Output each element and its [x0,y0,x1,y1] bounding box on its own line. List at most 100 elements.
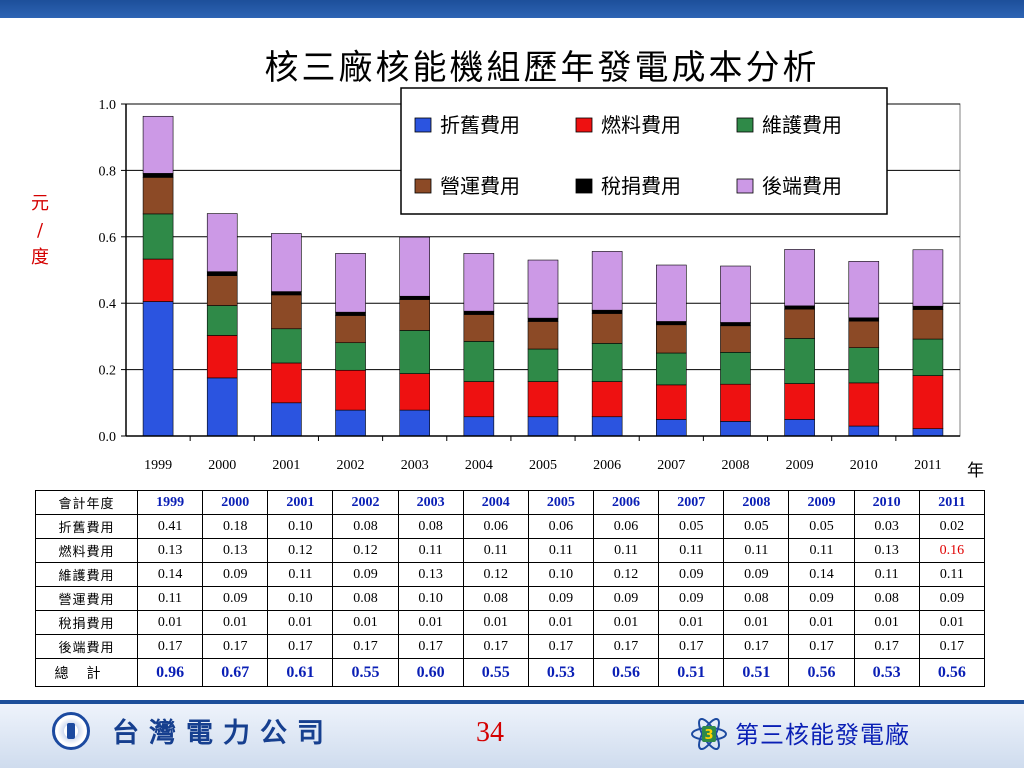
bar-segment-2000-0 [206,377,238,437]
table-row-label: 折舊費用 [35,514,138,539]
table-cell: 0.06 [527,514,594,539]
table-cell: 0.12 [332,538,399,563]
table-total-label: 總計 [35,658,138,687]
table-row-label: 營運費用 [35,586,138,611]
bar-segment-2004-0 [463,416,495,437]
bar-segment-2007-0 [656,419,687,437]
table-cell: 0.01 [136,610,204,635]
bar-segment-2006-0 [591,416,623,437]
table-row: 營運費用 0.11 0.09 0.10 0.08 0.10 0.08 0.09 0.09 0.09… [35,586,986,611]
x-tick-label: 2003 [401,458,429,473]
table-cell: 0.10 [527,562,594,587]
table-total-cell: 0.96 [136,658,204,687]
bar-segment-2008-5 [720,265,751,323]
table-total-cell: 0.55 [332,658,399,687]
table-cell: 0.16 [918,538,986,563]
bar-segment-2011-2 [912,338,944,376]
table-cell: 0.05 [788,514,855,539]
table-row-label: 後端費用 [35,634,138,659]
table-total-cell: 0.51 [658,658,725,687]
x-tick-label: 2007 [657,458,685,473]
table-cell: 0.05 [658,514,725,539]
bar-segment-2001-1 [271,362,302,404]
table-cell: 0.17 [267,634,334,659]
cost-table: 會計年度 1999 2000 2001 2002 2003 2004 2005 2006 2007… [35,490,986,687]
y-axis-label-char: 元 [31,193,49,214]
x-tick-label: 2004 [465,458,493,473]
legend-box [400,87,888,215]
y-axis-label: 元 / 度 [28,190,52,271]
table-header-label: 會計年度 [35,490,138,515]
bar-segment-2001-0 [271,402,302,437]
table-cell: 0.17 [918,634,986,659]
company-name: 台灣電力公司 [112,718,334,749]
table-cell: 0.01 [462,610,529,635]
table-row: 維護費用 0.14 0.09 0.11 0.09 0.13 0.12 0.10 0.12 0.09… [35,562,986,587]
table-year-header: 2004 [462,490,529,515]
table-year-header: 2002 [332,490,399,515]
bar-segment-2008-4 [720,322,751,327]
bar-segment-2009-2 [784,338,815,384]
table-row-label: 稅捐費用 [35,610,138,635]
bar-segment-2000-2 [206,305,238,336]
bar-segment-2004-2 [463,341,495,382]
table-cell: 0.17 [332,634,399,659]
x-tick-label: 2001 [272,458,300,473]
y-axis-label-char: / [36,220,44,241]
bar-segment-2000-5 [206,213,238,272]
bar-segment-2003-1 [399,373,430,411]
legend-label: 營運費用 [440,174,520,198]
table-cell: 0.17 [462,634,529,659]
bar-segment-2006-4 [591,309,623,314]
table-cell: 0.09 [658,562,725,587]
bar-segment-2008-0 [720,421,751,437]
table-cell: 0.06 [462,514,529,539]
x-tick-label: 1999 [144,458,172,473]
bar-segment-2003-2 [399,330,430,374]
table-year-header: 2009 [788,490,855,515]
table-cell: 0.41 [136,514,204,539]
table-cell: 0.12 [462,562,529,587]
bar-segment-2000-3 [206,275,238,306]
bar-segment-2009-5 [784,249,815,307]
legend-label: 維護費用 [762,113,842,137]
bar-segment-2007-2 [656,352,687,386]
bar-segment-2010-1 [848,382,880,427]
bar-segment-2003-5 [399,236,430,297]
table-cell: 0.01 [527,610,594,635]
table-cell: 0.09 [658,586,725,611]
bar-segment-2010-0 [848,425,880,437]
table-cell: 0.09 [918,586,986,611]
legend-label: 後端費用 [762,174,842,198]
bar-segment-1999-1 [142,258,174,302]
bar-segment-2007-3 [656,324,687,354]
table-year-header: 2001 [267,490,334,515]
stacked-bar-chart: 0.0 0.2 0.4 0.6 0.8 1.0 1999 2000 2001 2002 2003 20… [99,87,961,473]
table-cell: 0.17 [853,634,920,659]
table-cell: 0.11 [592,538,660,563]
bar-segment-2001-2 [271,328,302,364]
table-cell: 0.11 [462,538,529,563]
table-cell: 0.17 [136,634,204,659]
table-cell: 0.05 [723,514,790,539]
x-tick-label: 2008 [721,458,749,473]
table-cell: 0.01 [397,610,464,635]
table-cell: 0.13 [397,562,464,587]
legend-label: 燃料費用 [601,113,681,137]
bar-segment-2001-3 [271,294,302,330]
bar-segment-2006-5 [591,251,623,311]
x-tick-label: 2002 [337,458,365,473]
bar-segment-2006-2 [591,343,623,382]
table-cell: 0.17 [658,634,725,659]
table-row: 稅捐費用 0.01 0.01 0.01 0.01 0.01 0.01 0.01 0.01 0.01… [35,610,986,635]
table-cell: 0.08 [462,586,529,611]
bar-segment-2010-3 [848,320,880,348]
table-cell: 0.08 [332,586,399,611]
table-cell: 0.11 [136,586,204,611]
bar-segment-1999-5 [142,115,174,174]
table-cell: 0.01 [658,610,725,635]
bar-segment-2004-1 [463,381,495,418]
table-total-cell: 0.60 [397,658,464,687]
table-year-header: 2010 [853,490,920,515]
bar-segment-2011-0 [912,428,944,437]
